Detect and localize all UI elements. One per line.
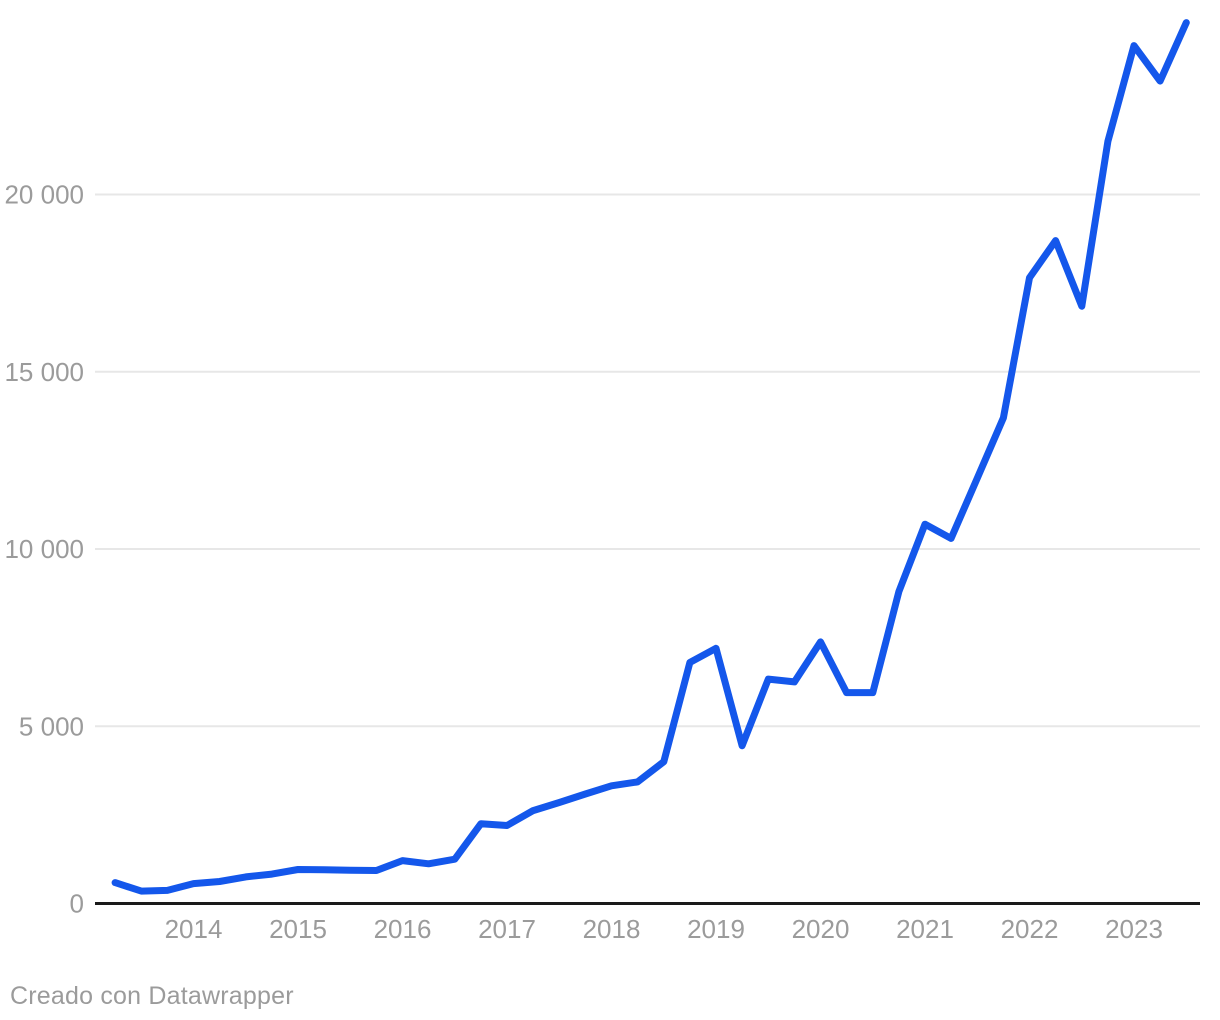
y-tick-label: 10 000 — [4, 534, 84, 564]
x-tick-label: 2016 — [374, 914, 432, 944]
x-tick-label: 2014 — [165, 914, 223, 944]
chart-canvas: 0 5 000 10 000 15 000 20 000 2014 2015 2016 2017… — [4, 19, 1200, 944]
x-tick-label: 2020 — [792, 914, 850, 944]
datawrapper-credit: Creado con Datawrapper — [10, 982, 294, 1010]
y-tick-label: 20 000 — [4, 180, 84, 210]
y-tick-label: 15 000 — [4, 357, 84, 387]
x-tick-label: 2017 — [478, 914, 536, 944]
x-tick-label: 2022 — [1001, 914, 1059, 944]
line-chart: 0 5 000 10 000 15 000 20 000 2014 2015 2016 2017… — [4, 19, 1200, 944]
x-tick-label: 2018 — [583, 914, 641, 944]
data-line-series — [111, 19, 1190, 895]
x-tick-label: 2021 — [896, 914, 954, 944]
x-tick-label: 2015 — [269, 914, 327, 944]
y-tick-label: 0 — [70, 889, 84, 919]
x-tick-label: 2019 — [687, 914, 745, 944]
x-tick-label: 2023 — [1105, 914, 1163, 944]
y-tick-label: 5 000 — [19, 711, 84, 741]
